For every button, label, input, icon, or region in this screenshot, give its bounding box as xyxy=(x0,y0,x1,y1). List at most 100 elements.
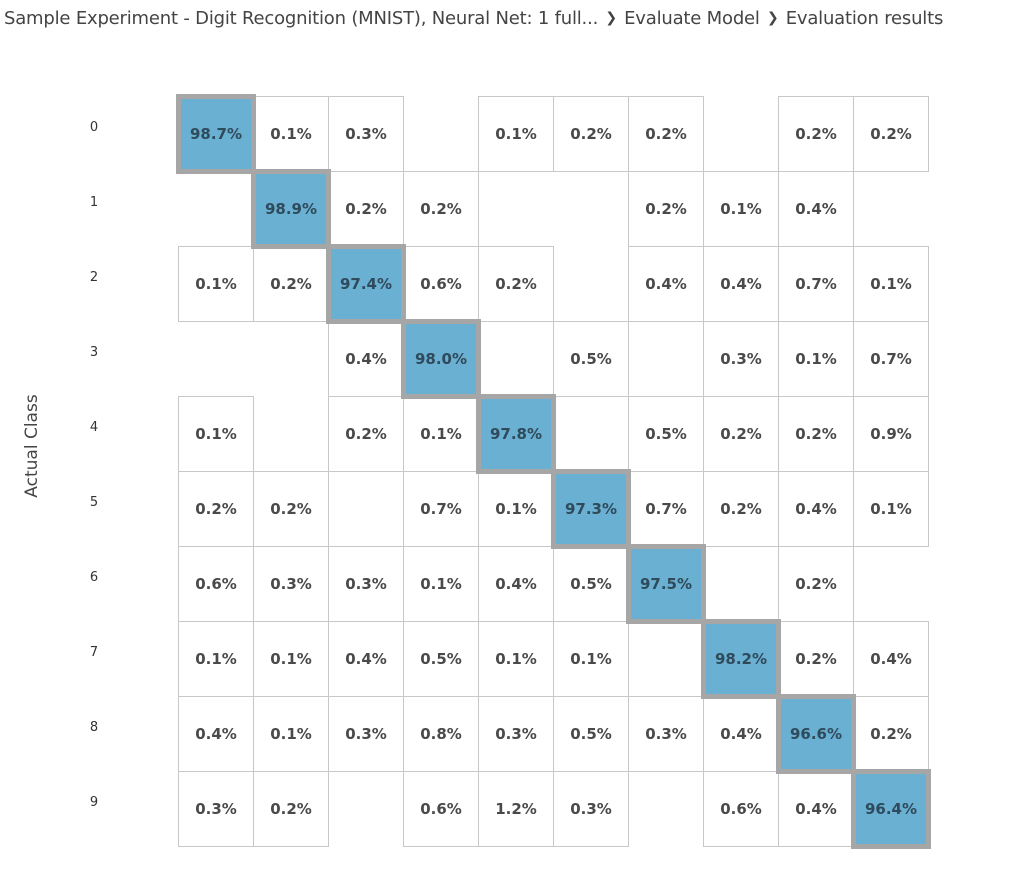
matrix-cell: 0.6% xyxy=(403,246,479,322)
matrix-cell: 0.3% xyxy=(628,696,704,772)
breadcrumb-evaluate-model-link[interactable]: Evaluate Model xyxy=(624,7,760,29)
matrix-cell: 0.4% xyxy=(778,171,854,247)
matrix-cell: 0.2% xyxy=(628,171,704,247)
matrix-cell: 0.1% xyxy=(478,621,554,697)
matrix-cell: 0.3% xyxy=(553,771,629,847)
matrix-cell: 1.2% xyxy=(478,771,554,847)
matrix-cell xyxy=(178,321,254,397)
matrix-cell: 0.6% xyxy=(403,771,479,847)
matrix-cell: 0.2% xyxy=(703,471,779,547)
matrix-cell: 0.7% xyxy=(628,471,704,547)
matrix-cell: 0.3% xyxy=(328,546,404,622)
row-label-0: 0 xyxy=(89,120,99,135)
matrix-cell: 0.2% xyxy=(328,171,404,247)
matrix-cell: 0.7% xyxy=(853,321,929,397)
matrix-cell: 0.1% xyxy=(253,696,329,772)
row-label-2: 2 xyxy=(89,270,99,285)
matrix-cell: 0.2% xyxy=(553,96,629,172)
matrix-cell: 0.3% xyxy=(328,96,404,172)
row-label-6: 6 xyxy=(89,570,99,585)
matrix-cell-diagonal: 98.9% xyxy=(251,169,331,249)
matrix-cell: 0.2% xyxy=(778,546,854,622)
matrix-cell-diagonal: 98.2% xyxy=(701,619,781,699)
matrix-cell: 0.2% xyxy=(703,396,779,472)
matrix-cell: 0.1% xyxy=(403,396,479,472)
matrix-cell xyxy=(328,471,404,547)
matrix-cell: 0.5% xyxy=(553,321,629,397)
matrix-cell: 0.4% xyxy=(628,246,704,322)
matrix-cell xyxy=(478,171,554,247)
matrix-cell: 0.2% xyxy=(403,171,479,247)
matrix-cell: 0.6% xyxy=(703,771,779,847)
matrix-cell: 0.3% xyxy=(328,696,404,772)
matrix-cell: 0.2% xyxy=(253,471,329,547)
matrix-cell: 0.4% xyxy=(853,621,929,697)
matrix-cell: 0.6% xyxy=(178,546,254,622)
breadcrumb: Sample Experiment - Digit Recognition (M… xyxy=(4,5,943,31)
breadcrumb-experiment-link[interactable]: Sample Experiment - Digit Recognition (M… xyxy=(4,7,599,29)
row-label-3: 3 xyxy=(89,345,99,360)
matrix-cell: 0.1% xyxy=(403,546,479,622)
chevron-right-icon: ❯ xyxy=(766,10,779,26)
matrix-cell: 0.1% xyxy=(703,171,779,247)
breadcrumb-evaluation-results: Evaluation results xyxy=(785,7,944,29)
matrix-cell xyxy=(328,771,404,847)
matrix-cell: 0.4% xyxy=(778,471,854,547)
matrix-cell: 0.2% xyxy=(853,696,929,772)
matrix-cell: 0.2% xyxy=(778,96,854,172)
matrix-cell: 0.1% xyxy=(178,621,254,697)
matrix-cell xyxy=(403,96,479,172)
matrix-cell: 0.1% xyxy=(178,246,254,322)
matrix-cell xyxy=(478,321,554,397)
matrix-cell: 0.5% xyxy=(553,696,629,772)
matrix-cell-diagonal: 97.3% xyxy=(551,469,631,549)
matrix-cell: 0.2% xyxy=(628,96,704,172)
matrix-cell: 0.2% xyxy=(853,96,929,172)
matrix-cell: 0.7% xyxy=(403,471,479,547)
matrix-cell: 0.3% xyxy=(478,696,554,772)
matrix-cell: 0.1% xyxy=(478,471,554,547)
matrix-cell: 0.4% xyxy=(328,621,404,697)
matrix-cell: 0.7% xyxy=(778,246,854,322)
matrix-cell: 0.3% xyxy=(178,771,254,847)
matrix-cell: 0.4% xyxy=(778,771,854,847)
matrix-cell-diagonal: 96.4% xyxy=(851,769,931,849)
matrix-cell xyxy=(253,321,329,397)
row-label-5: 5 xyxy=(89,495,99,510)
matrix-cell: 0.9% xyxy=(853,396,929,472)
row-label-4: 4 xyxy=(89,420,99,435)
matrix-cell: 0.1% xyxy=(253,96,329,172)
matrix-cell xyxy=(553,171,629,247)
matrix-cell: 0.3% xyxy=(703,321,779,397)
chevron-right-icon: ❯ xyxy=(605,10,617,26)
matrix-cell: 0.2% xyxy=(328,396,404,472)
matrix-cell: 0.8% xyxy=(403,696,479,772)
matrix-cell xyxy=(553,246,629,322)
matrix-cell: 0.2% xyxy=(178,471,254,547)
y-axis-label: Actual Class xyxy=(22,394,42,498)
matrix-cell: 0.5% xyxy=(403,621,479,697)
matrix-cell: 0.5% xyxy=(553,546,629,622)
matrix-cell-diagonal: 97.4% xyxy=(326,244,406,324)
row-label-8: 8 xyxy=(89,720,99,735)
matrix-cell-diagonal: 97.5% xyxy=(626,544,706,624)
matrix-cell: 0.4% xyxy=(703,246,779,322)
matrix-cell: 0.2% xyxy=(778,396,854,472)
row-label-1: 1 xyxy=(89,195,99,210)
confusion-matrix: 98.7% 0.1% 0.3% 0.1% 0.2% 0.2% 0.2% 0.2% 98.9% 0.… xyxy=(176,94,931,849)
matrix-cell xyxy=(628,321,704,397)
matrix-cell: 0.1% xyxy=(253,621,329,697)
matrix-cell: 0.2% xyxy=(478,246,554,322)
matrix-cell-diagonal: 98.0% xyxy=(401,319,481,399)
matrix-cell xyxy=(703,546,779,622)
matrix-cell: 0.4% xyxy=(478,546,554,622)
matrix-cell xyxy=(628,771,704,847)
matrix-cell xyxy=(703,96,779,172)
matrix-cell xyxy=(853,546,929,622)
matrix-cell: 0.4% xyxy=(328,321,404,397)
matrix-cell: 0.1% xyxy=(778,321,854,397)
matrix-cell: 0.1% xyxy=(478,96,554,172)
row-label-9: 9 xyxy=(89,795,99,810)
matrix-cell xyxy=(253,396,329,472)
matrix-cell: 0.1% xyxy=(553,621,629,697)
